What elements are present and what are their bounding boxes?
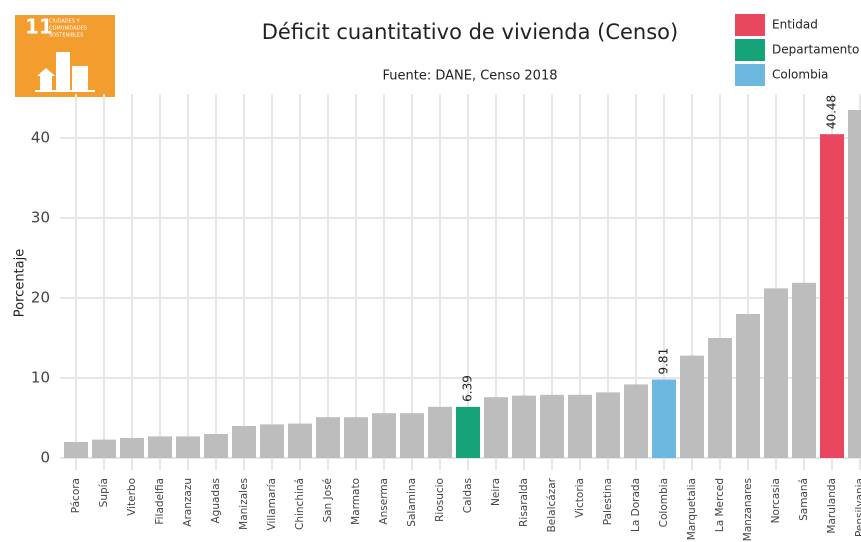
x-tick-label: Colombia bbox=[658, 478, 670, 527]
bar bbox=[344, 417, 368, 458]
y-tick-label: 30 bbox=[31, 209, 50, 227]
x-tick-label: Aranzazu bbox=[182, 478, 194, 527]
x-tick-label: Pensilvania bbox=[854, 478, 861, 537]
bar bbox=[260, 424, 284, 458]
bar bbox=[372, 413, 396, 458]
bar bbox=[456, 406, 480, 458]
x-tick-label: Pácora bbox=[70, 478, 82, 513]
x-tick-label: Manizales bbox=[238, 478, 250, 530]
bar bbox=[176, 436, 200, 458]
bar bbox=[764, 288, 788, 458]
x-tick-label: Norcasia bbox=[770, 478, 782, 523]
bar bbox=[204, 434, 228, 458]
bar bbox=[568, 394, 592, 458]
bar bbox=[288, 423, 312, 458]
chart-subtitle: Fuente: DANE, Censo 2018 bbox=[383, 69, 558, 84]
bar bbox=[540, 394, 564, 458]
x-tick-label: Belalcázar bbox=[546, 477, 558, 532]
bar bbox=[120, 438, 144, 458]
x-tick-label: San José bbox=[322, 478, 334, 523]
bar bbox=[92, 439, 116, 458]
logo-text: CIUDADES Y bbox=[49, 19, 81, 25]
x-tick-label: Filadelfia bbox=[154, 478, 166, 525]
bar bbox=[316, 417, 340, 458]
x-tick-label: Manzanares bbox=[742, 478, 754, 541]
x-tick-label: Risaralda bbox=[518, 478, 530, 527]
bar bbox=[400, 413, 424, 458]
legend-swatch bbox=[735, 64, 765, 86]
logo-number: 11 bbox=[25, 15, 53, 39]
x-tick-label: Caldas bbox=[462, 478, 474, 513]
x-tick-label: Palestina bbox=[602, 478, 614, 525]
x-tick-label: La Merced bbox=[714, 478, 726, 532]
bar bbox=[848, 110, 861, 458]
x-tick-label: Neira bbox=[490, 478, 502, 506]
bar bbox=[148, 436, 172, 458]
x-tick-label: Marmato bbox=[350, 478, 362, 525]
bar bbox=[232, 426, 256, 458]
bar bbox=[596, 392, 620, 458]
x-tick-label: Salamina bbox=[406, 478, 418, 527]
legend-swatch bbox=[735, 14, 765, 36]
data-label: 40.48 bbox=[825, 95, 839, 129]
chart-title: Déficit cuantitativo de vivienda (Censo) bbox=[262, 20, 678, 44]
x-tick-label: Viterbo bbox=[126, 478, 138, 516]
x-tick-label: Riosucio bbox=[434, 478, 446, 522]
bar bbox=[708, 338, 732, 458]
x-tick-label: Anserma bbox=[378, 478, 390, 525]
data-label: 9.81 bbox=[657, 348, 671, 375]
bar bbox=[820, 134, 844, 458]
y-tick-label: 20 bbox=[31, 289, 50, 307]
x-tick-label: Marquetalia bbox=[686, 478, 698, 540]
bar bbox=[652, 379, 676, 458]
x-tick-label: Samaná bbox=[798, 478, 810, 521]
x-tick-label: Aguadas bbox=[210, 478, 222, 524]
y-tick-label: 0 bbox=[40, 449, 50, 467]
legend-label: Departamento bbox=[772, 43, 859, 57]
y-tick-label: 10 bbox=[31, 369, 50, 387]
bar bbox=[512, 395, 536, 458]
x-tick-label: Villamaría bbox=[266, 478, 278, 530]
legend-swatch bbox=[735, 39, 765, 61]
data-label: 6.39 bbox=[461, 375, 475, 402]
bar bbox=[736, 314, 760, 458]
x-tick-label: Supía bbox=[98, 478, 110, 507]
bar bbox=[484, 397, 508, 458]
x-tick-label: Marulanda bbox=[826, 478, 838, 534]
logo-icon bbox=[35, 52, 95, 92]
x-tick-label: La Dorada bbox=[630, 478, 642, 532]
logo-text: SOSTENIBLES bbox=[49, 33, 83, 39]
bar bbox=[624, 384, 648, 458]
y-axis-label: Porcentaje bbox=[13, 249, 28, 317]
bar bbox=[792, 282, 816, 458]
x-tick-label: Victoria bbox=[574, 478, 586, 518]
legend-label: Entidad bbox=[772, 18, 818, 32]
grid bbox=[60, 94, 861, 470]
bar bbox=[428, 406, 452, 458]
y-tick-label: 40 bbox=[31, 129, 50, 147]
x-tick-label: Chinchiná bbox=[294, 478, 306, 530]
bar bbox=[680, 355, 704, 458]
logo-text: COMUNIDADES bbox=[49, 26, 87, 32]
bar bbox=[64, 442, 88, 458]
legend-label: Colombia bbox=[772, 68, 828, 82]
